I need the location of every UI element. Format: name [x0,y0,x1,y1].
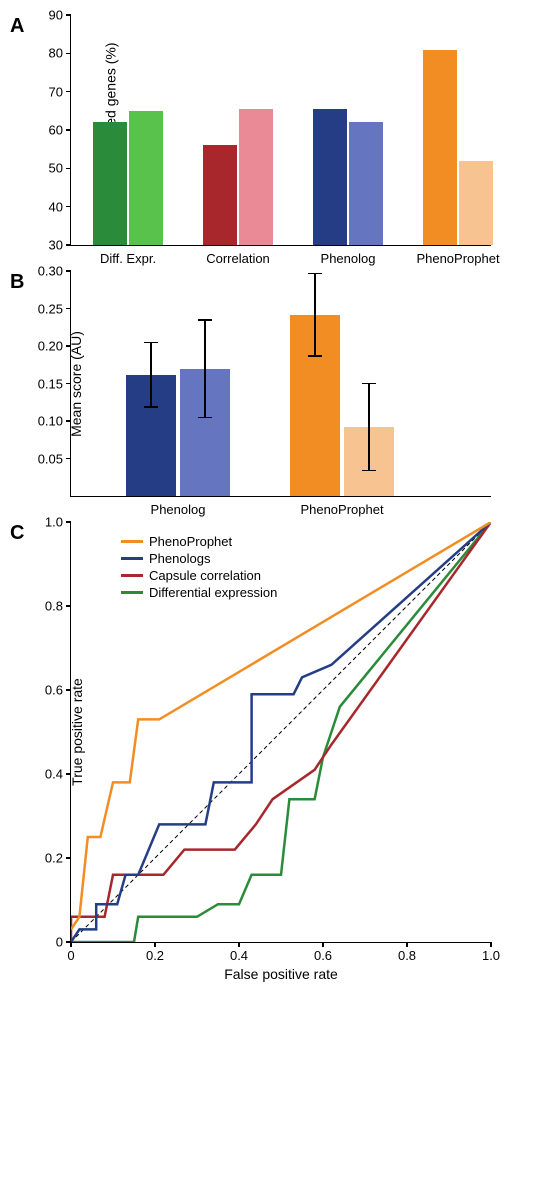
x-tick-label: Diff. Expr. [100,245,156,266]
x-tick-label: PhenoProphet [300,496,383,517]
x-tick-mark [70,942,72,947]
chart-b-area: Mean score (AU) 0.050.100.150.200.250.30… [70,271,491,497]
legend-row: PhenoProphet [121,534,277,549]
error-cap [308,355,322,357]
x-tick-mark [322,942,324,947]
x-tick-mark [490,942,492,947]
legend-swatch [121,591,143,594]
legend-swatch [121,574,143,577]
y-tick-mark [66,270,71,272]
x-tick-label: PhenoProphet [416,245,499,266]
bar [129,111,163,245]
panel-c: C True positive rate False positive rate… [10,522,539,943]
error-cap [198,319,212,321]
legend-label: Phenologs [149,551,210,566]
error-cap [144,342,158,344]
x-tick-mark [154,942,156,947]
y-tick-mark [66,420,71,422]
error-cap [362,383,376,385]
y-tick-mark [66,14,71,16]
x-tick-label: Phenolog [321,245,376,266]
bar [423,50,457,246]
y-tick-mark [66,244,71,246]
bar [239,109,273,245]
legend-row: Phenologs [121,551,277,566]
bar [313,109,347,245]
y-tick-mark [66,206,71,208]
y-tick-mark [66,308,71,310]
error-cap [144,406,158,408]
y-tick-mark [66,458,71,460]
bar [93,122,127,245]
legend-label: Differential expression [149,585,277,600]
error-bar [314,273,316,356]
error-cap [198,417,212,419]
y-tick-mark [66,168,71,170]
error-bar [368,384,370,471]
panel-b: B Mean score (AU) 0.050.100.150.200.250.… [10,271,539,497]
error-bar [150,342,152,407]
y-tick-mark [66,345,71,347]
legend-label: PhenoProphet [149,534,232,549]
legend-swatch [121,540,143,543]
panel-c-label: C [10,522,24,545]
chart-c-area: True positive rate False positive rate 0… [70,522,491,943]
error-cap [308,273,322,275]
bar [203,145,237,245]
chart-a-area: Capsule-involved genes (%) 3040506070809… [70,15,491,246]
x-tick-mark [238,942,240,947]
bar [459,161,493,245]
legend: PhenoProphet Phenologs Capsule correlation… [121,534,277,602]
error-cap [362,470,376,472]
x-tick-label: Correlation [206,245,270,266]
y-tick-mark [66,383,71,385]
y-tick-mark [66,129,71,131]
error-bar [204,320,206,418]
legend-swatch [121,557,143,560]
x-tick-label: Phenolog [151,496,206,517]
panel-a-label: A [10,15,24,38]
y-tick-mark [66,53,71,55]
bar [349,122,383,245]
y-tick-mark [66,91,71,93]
legend-row: Differential expression [121,585,277,600]
legend-row: Capsule correlation [121,568,277,583]
legend-label: Capsule correlation [149,568,261,583]
x-tick-mark [406,942,408,947]
panel-b-label: B [10,271,24,294]
panel-a: A Capsule-involved genes (%) 30405060708… [10,15,539,246]
